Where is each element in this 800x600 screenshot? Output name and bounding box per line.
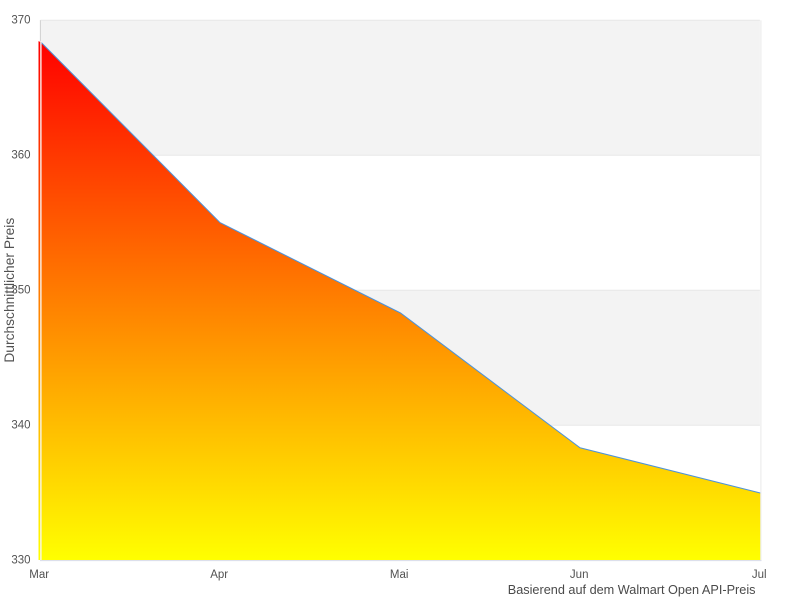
svg-text:360: 360 (11, 150, 30, 162)
svg-text:Jun: Jun (570, 569, 589, 581)
svg-text:340: 340 (11, 420, 30, 432)
svg-text:Mar: Mar (29, 569, 49, 581)
svg-text:370: 370 (11, 15, 30, 27)
svg-text:Mai: Mai (390, 569, 409, 581)
svg-text:330: 330 (11, 555, 30, 567)
svg-text:Jul: Jul (752, 569, 767, 581)
svg-text:Basierend auf dem Walmart Open: Basierend auf dem Walmart Open API-Preis (508, 583, 756, 597)
svg-text:Durchschnittlicher Preis: Durchschnittlicher Preis (2, 218, 17, 363)
svg-text:Apr: Apr (210, 569, 228, 581)
svg-text:350: 350 (11, 285, 30, 297)
